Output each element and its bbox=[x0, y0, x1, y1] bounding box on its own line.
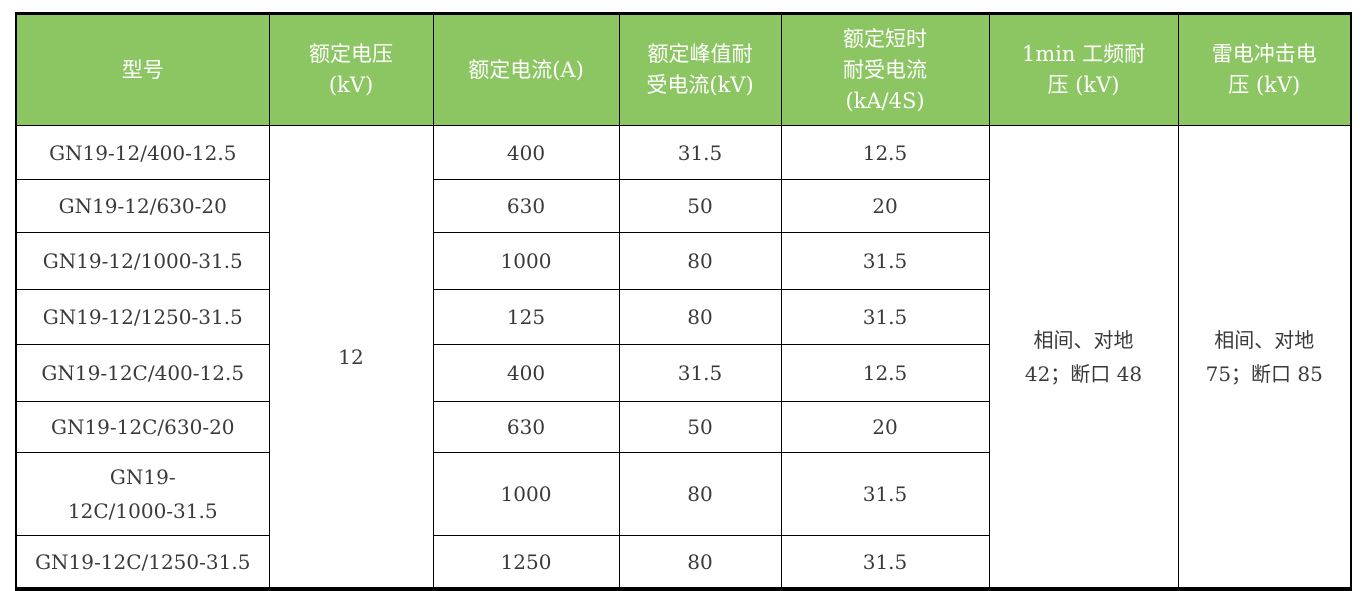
header-lightning-impulse-voltage: 雷电冲击电 压 (kV) bbox=[1177, 13, 1352, 126]
rated-current-cell: 400 bbox=[432, 125, 620, 180]
peak-current-cell: 80 bbox=[618, 289, 782, 345]
model-cell: GN19- 12C/1000-31.5 bbox=[15, 452, 270, 536]
table-row: GN19-12/1250-31.5 125 80 31.5 bbox=[15, 289, 1351, 345]
peak-current-cell: 80 bbox=[618, 452, 782, 536]
rated-current-cell: 1000 bbox=[432, 232, 620, 290]
short-time-current-cell: 12.5 bbox=[780, 125, 990, 180]
short-time-current-cell: 20 bbox=[780, 179, 990, 233]
rated-current-cell: 1250 bbox=[432, 535, 620, 590]
model-cell: GN19-12/400-12.5 bbox=[15, 125, 270, 180]
model-cell: GN19-12/630-20 bbox=[15, 179, 270, 233]
peak-current-cell: 50 bbox=[618, 401, 782, 453]
rated-current-cell: 630 bbox=[432, 401, 620, 453]
table-row: GN19-12/1000-31.5 1000 80 31.5 bbox=[15, 232, 1351, 290]
peak-current-cell: 50 bbox=[618, 179, 782, 233]
header-rated-current: 额定电流(A) bbox=[432, 13, 620, 126]
short-time-current-cell: 31.5 bbox=[780, 452, 990, 536]
power-frequency-merged-cell: 相间、对地 42；断口 48 bbox=[988, 125, 1179, 590]
rated-current-cell: 125 bbox=[432, 289, 620, 345]
header-power-frequency-voltage: 1min 工频耐 压 (kV) bbox=[988, 13, 1179, 126]
rated-voltage-merged-cell: 12 bbox=[268, 125, 434, 590]
rated-current-cell: 630 bbox=[432, 179, 620, 233]
table-row: GN19-12C/1250-31.5 1250 80 31.5 bbox=[15, 535, 1351, 590]
peak-current-cell: 80 bbox=[618, 535, 782, 590]
header-rated-voltage: 额定电压 (kV) bbox=[268, 13, 434, 126]
table-row: GN19-12C/630-20 630 50 20 bbox=[15, 401, 1351, 453]
model-cell: GN19-12C/630-20 bbox=[15, 401, 270, 453]
spec-table-container: 型号 额定电压 (kV) 额定电流(A) 额定峰值耐 受电流(kV) 额定短时 … bbox=[15, 12, 1352, 591]
short-time-current-cell: 31.5 bbox=[780, 232, 990, 290]
rated-current-cell: 1000 bbox=[432, 452, 620, 536]
model-cell: GN19-12C/1250-31.5 bbox=[15, 535, 270, 590]
switch-spec-table: 型号 额定电压 (kV) 额定电流(A) 额定峰值耐 受电流(kV) 额定短时 … bbox=[15, 12, 1352, 591]
short-time-current-cell: 31.5 bbox=[780, 289, 990, 345]
table-row: GN19-12/400-12.5 12 400 31.5 12.5 相间、对地 … bbox=[15, 125, 1352, 590]
table-row: GN19- 12C/1000-31.5 1000 80 31.5 bbox=[15, 452, 1351, 536]
lightning-impulse-merged-cell: 相间、对地 75；断口 85 bbox=[1177, 125, 1352, 590]
model-cell: GN19-12/1000-31.5 bbox=[15, 232, 270, 290]
header-short-time-withstand-current: 额定短时 耐受电流 (kA/4S) bbox=[780, 13, 990, 126]
rated-current-cell: 400 bbox=[432, 344, 620, 402]
short-time-current-cell: 12.5 bbox=[780, 344, 990, 402]
peak-current-cell: 31.5 bbox=[618, 344, 782, 402]
table-header-row: 型号 额定电压 (kV) 额定电流(A) 额定峰值耐 受电流(kV) 额定短时 … bbox=[15, 13, 1352, 126]
short-time-current-cell: 31.5 bbox=[780, 535, 990, 590]
header-model: 型号 bbox=[15, 13, 270, 126]
short-time-current-cell: 20 bbox=[780, 401, 990, 453]
peak-current-cell: 31.5 bbox=[618, 125, 782, 180]
table-row: GN19-12/630-20 630 50 20 bbox=[15, 179, 1351, 233]
model-cell: GN19-12/1250-31.5 bbox=[15, 289, 270, 345]
header-peak-withstand-current: 额定峰值耐 受电流(kV) bbox=[618, 13, 782, 126]
model-cell: GN19-12C/400-12.5 bbox=[15, 344, 270, 402]
peak-current-cell: 80 bbox=[618, 232, 782, 290]
